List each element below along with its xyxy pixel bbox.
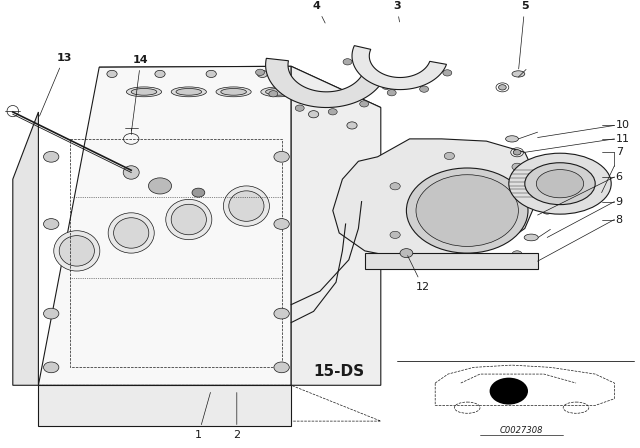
Circle shape xyxy=(107,70,117,78)
Text: 15-DS: 15-DS xyxy=(314,364,365,379)
Polygon shape xyxy=(38,66,291,385)
Circle shape xyxy=(206,70,216,78)
Circle shape xyxy=(490,378,528,405)
Circle shape xyxy=(274,308,289,319)
Circle shape xyxy=(406,168,528,253)
Text: 13: 13 xyxy=(40,53,72,116)
Circle shape xyxy=(420,86,429,92)
Text: 1: 1 xyxy=(195,392,211,440)
Circle shape xyxy=(513,150,521,155)
Ellipse shape xyxy=(172,204,206,235)
Circle shape xyxy=(274,219,289,229)
Text: 5: 5 xyxy=(518,1,529,69)
Circle shape xyxy=(308,111,319,118)
Circle shape xyxy=(416,175,518,246)
Text: C0027308: C0027308 xyxy=(500,426,543,435)
Ellipse shape xyxy=(59,236,95,266)
Text: 9: 9 xyxy=(616,197,623,207)
Circle shape xyxy=(443,70,452,76)
Circle shape xyxy=(390,231,400,238)
Circle shape xyxy=(274,362,289,373)
Polygon shape xyxy=(365,253,538,269)
Circle shape xyxy=(382,83,391,90)
Text: 8: 8 xyxy=(616,215,623,224)
Ellipse shape xyxy=(223,186,269,226)
Circle shape xyxy=(44,219,59,229)
Circle shape xyxy=(44,308,59,319)
Ellipse shape xyxy=(524,234,538,241)
Text: 12: 12 xyxy=(408,256,430,292)
Ellipse shape xyxy=(172,87,206,97)
Circle shape xyxy=(358,79,367,86)
Circle shape xyxy=(360,101,369,107)
Ellipse shape xyxy=(536,170,584,198)
Ellipse shape xyxy=(131,88,157,95)
Circle shape xyxy=(499,85,506,90)
Ellipse shape xyxy=(216,87,251,97)
Circle shape xyxy=(155,70,165,78)
Circle shape xyxy=(512,251,522,258)
Text: 3: 3 xyxy=(393,1,401,22)
Polygon shape xyxy=(291,66,381,385)
Ellipse shape xyxy=(509,153,611,214)
Text: 10: 10 xyxy=(616,121,630,130)
Circle shape xyxy=(390,183,400,190)
Circle shape xyxy=(192,188,205,197)
Polygon shape xyxy=(352,46,447,90)
Text: 11: 11 xyxy=(616,134,630,144)
Circle shape xyxy=(387,90,396,96)
Ellipse shape xyxy=(176,88,202,95)
Text: 4: 4 xyxy=(313,1,325,23)
Circle shape xyxy=(269,90,278,97)
Polygon shape xyxy=(333,139,538,260)
Ellipse shape xyxy=(127,87,161,97)
Circle shape xyxy=(148,178,172,194)
Text: 7: 7 xyxy=(616,147,623,157)
Circle shape xyxy=(542,207,552,214)
Ellipse shape xyxy=(229,191,264,221)
Polygon shape xyxy=(13,112,38,385)
Circle shape xyxy=(255,69,264,75)
Polygon shape xyxy=(99,66,381,108)
Ellipse shape xyxy=(506,136,518,142)
Circle shape xyxy=(295,105,304,111)
Ellipse shape xyxy=(54,231,100,271)
Circle shape xyxy=(44,362,59,373)
Polygon shape xyxy=(38,385,291,426)
Circle shape xyxy=(512,163,522,170)
Ellipse shape xyxy=(525,163,595,205)
Ellipse shape xyxy=(261,87,296,97)
Text: 14: 14 xyxy=(132,55,148,131)
Ellipse shape xyxy=(108,213,154,253)
Circle shape xyxy=(328,109,337,115)
Text: 2: 2 xyxy=(233,392,241,440)
Circle shape xyxy=(44,151,59,162)
Circle shape xyxy=(347,122,357,129)
Circle shape xyxy=(400,249,413,258)
Circle shape xyxy=(444,152,454,159)
Text: 6: 6 xyxy=(616,172,623,182)
Ellipse shape xyxy=(166,199,212,240)
Circle shape xyxy=(274,151,289,162)
Ellipse shape xyxy=(221,88,246,95)
Ellipse shape xyxy=(123,166,140,179)
Polygon shape xyxy=(266,58,384,108)
Ellipse shape xyxy=(114,218,148,248)
Circle shape xyxy=(444,262,454,269)
Ellipse shape xyxy=(512,71,525,77)
Ellipse shape xyxy=(266,88,291,95)
Circle shape xyxy=(343,59,352,65)
Circle shape xyxy=(257,70,268,78)
